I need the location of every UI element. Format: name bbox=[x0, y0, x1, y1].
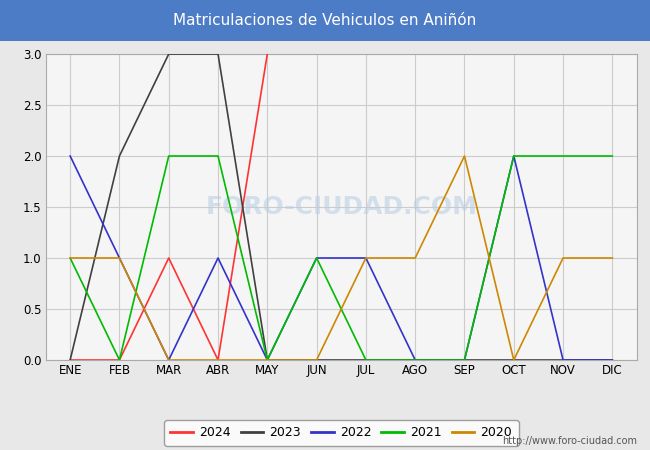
2021 bbox=[510, 153, 517, 159]
2022 bbox=[165, 357, 173, 363]
2022 bbox=[411, 357, 419, 363]
2024 bbox=[116, 357, 124, 363]
2024 bbox=[263, 51, 271, 57]
2022 bbox=[608, 357, 616, 363]
2020 bbox=[313, 357, 320, 363]
2022 bbox=[66, 153, 74, 159]
2022 bbox=[461, 357, 469, 363]
2021 bbox=[313, 255, 320, 261]
2022 bbox=[559, 357, 567, 363]
2022 bbox=[116, 255, 124, 261]
2020 bbox=[165, 357, 173, 363]
2021 bbox=[461, 357, 469, 363]
2023 bbox=[461, 357, 469, 363]
2023 bbox=[411, 357, 419, 363]
2024 bbox=[214, 357, 222, 363]
2023 bbox=[313, 357, 320, 363]
Text: Matriculaciones de Vehiculos en Aniñón: Matriculaciones de Vehiculos en Aniñón bbox=[174, 13, 476, 28]
2022 bbox=[263, 357, 271, 363]
2021 bbox=[362, 357, 370, 363]
2023 bbox=[362, 357, 370, 363]
2022 bbox=[362, 255, 370, 261]
2023 bbox=[66, 357, 74, 363]
Text: http://www.foro-ciudad.com: http://www.foro-ciudad.com bbox=[502, 436, 637, 446]
2020 bbox=[608, 255, 616, 261]
2021 bbox=[214, 153, 222, 159]
2023 bbox=[165, 51, 173, 57]
Text: FORO-CIUDAD.COM: FORO-CIUDAD.COM bbox=[205, 195, 477, 219]
2020 bbox=[66, 255, 74, 261]
2020 bbox=[116, 255, 124, 261]
2021 bbox=[411, 357, 419, 363]
2020 bbox=[362, 255, 370, 261]
2020 bbox=[510, 357, 517, 363]
2023 bbox=[559, 357, 567, 363]
2024 bbox=[66, 357, 74, 363]
2022 bbox=[510, 153, 517, 159]
2021 bbox=[559, 153, 567, 159]
2021 bbox=[165, 153, 173, 159]
2023 bbox=[263, 357, 271, 363]
2020 bbox=[411, 255, 419, 261]
2023 bbox=[510, 357, 517, 363]
2021 bbox=[263, 357, 271, 363]
Line: 2021: 2021 bbox=[70, 156, 612, 360]
2022 bbox=[214, 255, 222, 261]
2023 bbox=[116, 153, 124, 159]
2022 bbox=[313, 255, 320, 261]
2024 bbox=[165, 255, 173, 261]
2020 bbox=[214, 357, 222, 363]
2020 bbox=[559, 255, 567, 261]
2023 bbox=[214, 51, 222, 57]
Line: 2020: 2020 bbox=[70, 156, 612, 360]
2021 bbox=[608, 153, 616, 159]
Line: 2024: 2024 bbox=[70, 54, 267, 360]
Line: 2023: 2023 bbox=[70, 54, 612, 360]
Line: 2022: 2022 bbox=[70, 156, 612, 360]
2023 bbox=[608, 357, 616, 363]
Legend: 2024, 2023, 2022, 2021, 2020: 2024, 2023, 2022, 2021, 2020 bbox=[164, 420, 519, 446]
2020 bbox=[263, 357, 271, 363]
2021 bbox=[66, 255, 74, 261]
2020 bbox=[461, 153, 469, 159]
2021 bbox=[116, 357, 124, 363]
